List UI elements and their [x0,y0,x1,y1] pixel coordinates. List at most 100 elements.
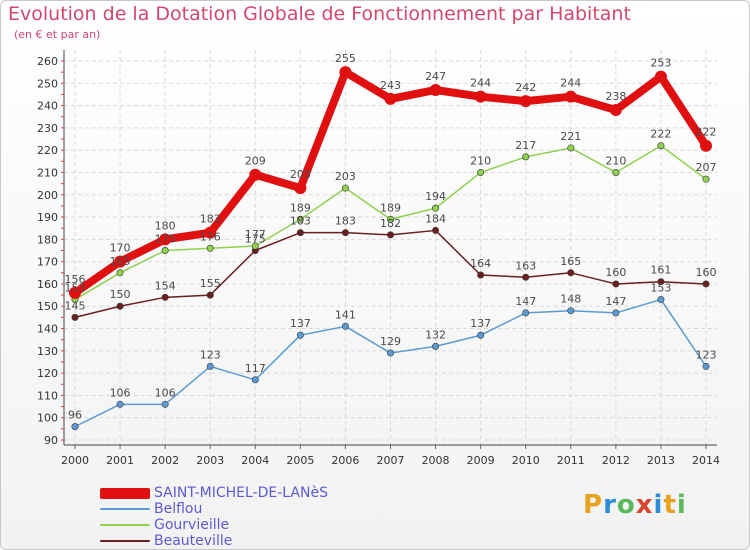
data-label-saint-michel-de-lan-s: 183 [200,213,221,226]
y-tick-label: 220 [37,144,58,157]
data-point-saint-michel-de-lan-s [339,66,352,79]
data-point-saint-michel-de-lan-s [700,139,712,152]
data-label-belflou: 137 [470,317,491,330]
data-point-belflou [161,400,169,408]
data-label-saint-michel-de-lan-s: 203 [290,168,311,181]
data-label-beauteville: 160 [605,266,626,279]
data-point-saint-michel-de-lan-s [429,83,442,96]
data-label-belflou: 96 [68,409,82,422]
data-label-gourvieille: 221 [560,130,581,143]
data-label-saint-michel-de-lan-s: 156 [65,273,86,286]
data-point-beauteville [612,280,620,288]
y-tick-label: 190 [37,211,58,224]
logo-letter: P [583,490,604,520]
y-tick-label: 100 [37,412,58,425]
legend-swatch-belflou [100,508,150,510]
y-tick-label: 180 [37,233,58,246]
data-point-gourvieille [116,269,124,277]
chart-title: Evolution de la Dotation Globale de Fonc… [8,3,631,25]
data-point-saint-michel-de-lan-s [249,168,262,181]
legend-swatch-gourvieille [100,524,150,526]
data-label-belflou: 106 [155,386,176,399]
data-point-belflou [522,309,530,317]
data-point-saint-michel-de-lan-s [204,226,217,239]
data-point-belflou [386,349,394,357]
data-point-beauteville [432,226,440,234]
x-tick-label: 2008 [422,454,450,467]
data-point-beauteville [71,313,79,321]
legend-item-belflou[interactable]: Belflou [100,501,328,517]
data-label-beauteville: 184 [425,212,446,225]
data-point-belflou [251,376,259,384]
data-label-belflou: 147 [515,295,536,308]
data-point-saint-michel-de-lan-s [654,70,667,83]
data-point-beauteville [477,271,485,279]
data-point-gourvieille [251,242,259,250]
data-label-gourvieille: 153 [65,282,86,295]
data-label-belflou: 117 [245,362,266,375]
data-label-gourvieille: 175 [155,233,176,246]
logo-letter: i [653,490,664,520]
data-point-beauteville [296,229,304,237]
logo-letter: r [603,490,617,520]
data-label-belflou: 147 [605,295,626,308]
logo-letter: x [635,490,654,520]
y-tick-label: 130 [37,345,58,358]
data-point-gourvieille [567,144,575,152]
data-point-saint-michel-de-lan-s [519,95,532,108]
y-tick-label: 140 [37,323,58,336]
data-label-belflou: 137 [290,317,311,330]
x-tick-label: 2011 [557,454,585,467]
x-tick-label: 2002 [151,454,179,467]
data-point-belflou [206,362,214,370]
y-tick-label: 200 [37,189,58,202]
data-label-belflou: 123 [200,348,221,361]
data-point-beauteville [386,231,394,239]
y-tick-label: 150 [37,300,58,313]
data-label-belflou: 141 [335,308,356,321]
legend-item-saint-michel[interactable]: SAINT-MICHEL-DE-LANèS [100,485,328,501]
data-point-belflou [116,400,124,408]
data-label-beauteville: 160 [696,266,717,279]
data-label-beauteville: 155 [200,277,221,290]
data-label-saint-michel-de-lan-s: 180 [155,219,176,232]
y-tick-label: 230 [37,122,58,135]
data-label-saint-michel-de-lan-s: 244 [560,77,581,90]
data-label-beauteville: 182 [380,217,401,230]
x-tick-label: 2014 [692,454,720,467]
data-point-saint-michel-de-lan-s [474,90,487,103]
data-point-gourvieille [702,175,710,183]
data-label-gourvieille: 217 [515,139,536,152]
data-point-belflou [702,362,710,370]
data-label-saint-michel-de-lan-s: 247 [425,70,446,83]
data-label-belflou: 153 [650,282,671,295]
data-point-gourvieille [386,215,394,223]
data-label-gourvieille: 203 [335,170,356,183]
y-tick-label: 210 [37,166,58,179]
data-label-beauteville: 164 [470,257,491,270]
y-tick-label: 240 [37,100,58,113]
data-label-beauteville: 161 [650,264,671,277]
data-point-belflou [296,331,304,339]
data-point-gourvieille [522,153,530,161]
data-label-gourvieille: 222 [650,128,671,141]
data-label-saint-michel-de-lan-s: 238 [605,90,626,103]
data-label-saint-michel-de-lan-s: 242 [515,81,536,94]
data-point-saint-michel-de-lan-s [384,92,397,105]
y-tick-label: 110 [37,389,58,402]
legend-swatch-beauteville [100,540,150,542]
data-label-gourvieille: 189 [290,201,311,214]
logo-letter: i [676,490,687,520]
legend-item-gourvieille[interactable]: Gourvieille [100,517,328,533]
data-point-saint-michel-de-lan-s [564,90,577,103]
data-label-saint-michel-de-lan-s: 209 [245,155,266,168]
data-point-beauteville [567,269,575,277]
data-label-beauteville: 145 [65,299,86,312]
data-point-belflou [341,322,349,330]
data-point-gourvieille [657,142,665,150]
legend-item-beauteville[interactable]: Beauteville [100,533,328,549]
data-point-saint-michel-de-lan-s [114,255,127,268]
data-label-saint-michel-de-lan-s: 253 [650,57,671,70]
x-tick-label: 2007 [377,454,405,467]
